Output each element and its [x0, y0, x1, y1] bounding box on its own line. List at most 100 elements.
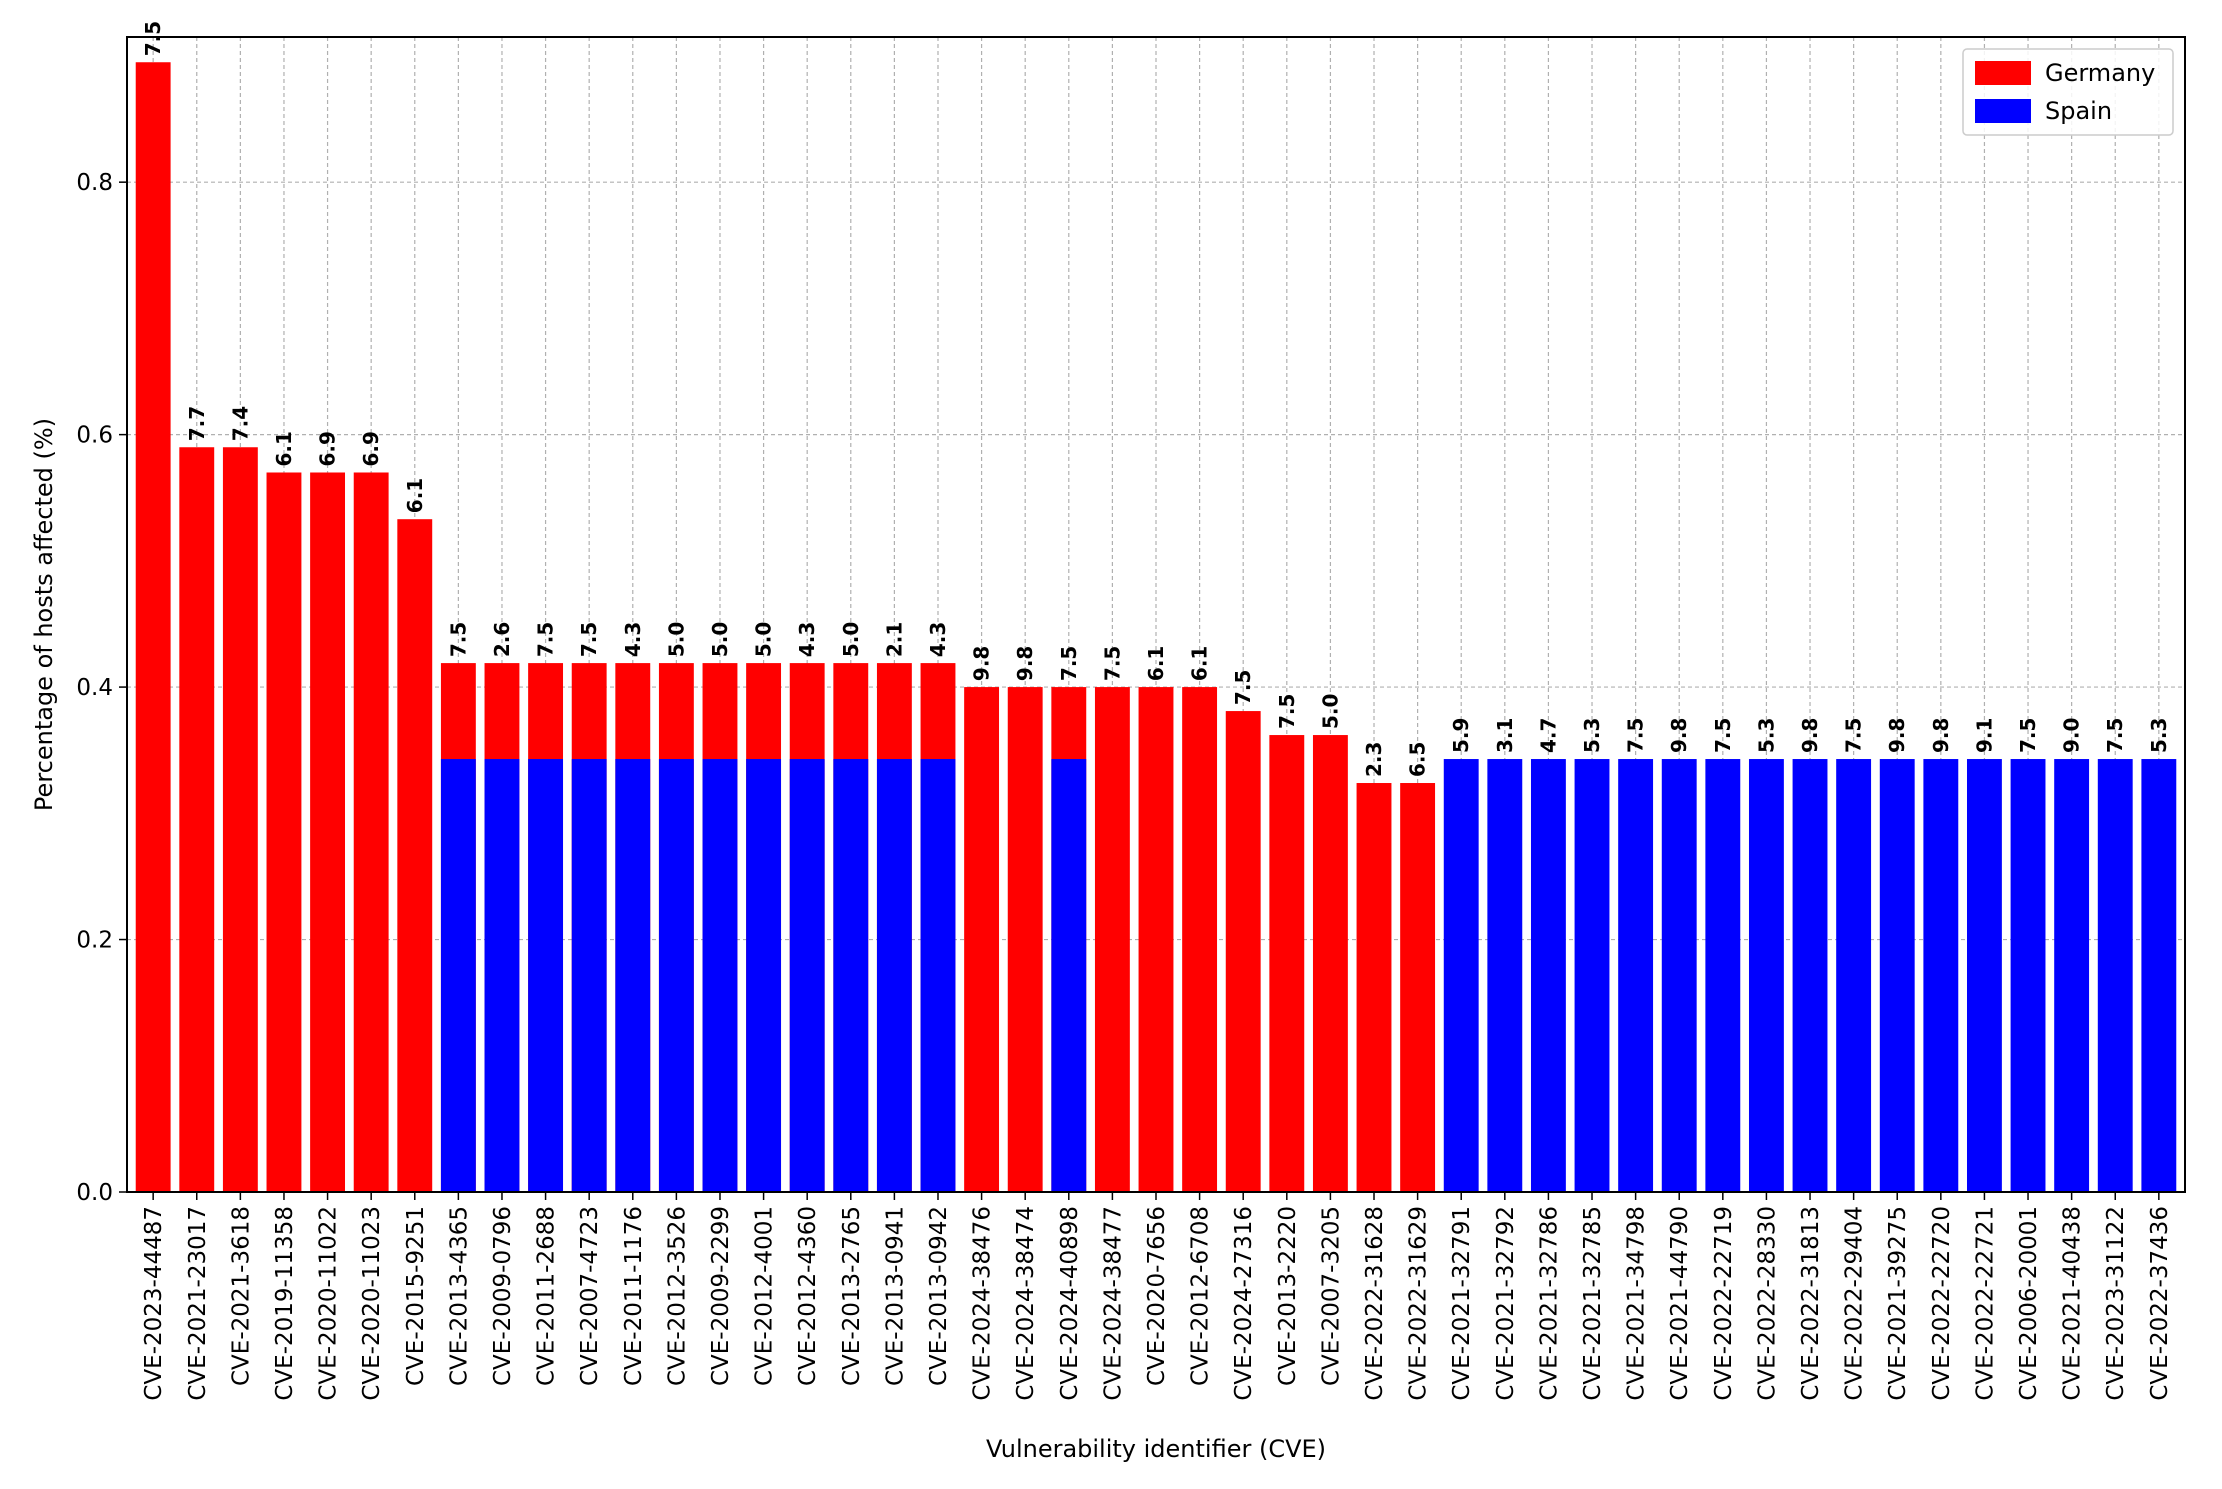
bar-germany-CVE-2019-11358: [266, 472, 302, 1192]
bar-germany-CVE-2024-38474: [1007, 687, 1043, 1192]
data-label: 9.1: [1972, 718, 1996, 753]
bar-spain-CVE-2013-4365: [440, 759, 476, 1192]
bar-spain-CVE-2013-0941: [876, 759, 912, 1192]
x-tick-label: CVE-2022-22720: [1929, 1206, 1955, 1401]
x-tick-label: CVE-2024-40898: [1057, 1206, 1083, 1401]
data-label: 9.8: [970, 646, 994, 681]
bar-spain-CVE-2023-31122: [2097, 759, 2133, 1192]
x-tick-label: CVE-2020-7656: [1144, 1206, 1170, 1386]
x-tick-label: CVE-2013-0941: [882, 1206, 908, 1386]
x-tick-label: CVE-2012-6708: [1188, 1206, 1214, 1386]
axes-layer: 0.0 0.2 0.4 0.6 0.8 CVE-2023-44487 CVE-2021-23…: [30, 36, 2186, 1463]
x-tick-label: CVE-2022-31628: [1362, 1206, 1388, 1401]
bar-germany-CVE-2020-11023: [353, 472, 389, 1192]
bar-spain-CVE-2009-0796: [484, 759, 520, 1192]
bar-germany-CVE-2022-31629: [1400, 783, 1436, 1192]
x-tick-label: CVE-2023-31122: [2103, 1206, 2129, 1401]
data-label: 5.0: [664, 622, 688, 657]
data-label: 4.3: [926, 622, 950, 657]
x-tick-label: CVE-2009-0796: [490, 1206, 516, 1386]
data-label: 7.5: [1057, 646, 1081, 681]
x-tick-label: CVE-2024-38476: [970, 1206, 996, 1401]
data-label: 9.0: [2060, 718, 2084, 753]
data-label: 6.1: [1188, 646, 1212, 681]
x-tick-label: CVE-2021-32786: [1536, 1206, 1562, 1401]
legend-label-germany: Germany: [2045, 59, 2155, 87]
bar-spain-CVE-2006-20001: [2010, 759, 2046, 1192]
data-label: 7.5: [1842, 718, 1866, 753]
x-tick-label: CVE-2024-38474: [1013, 1206, 1039, 1401]
x-tick-label: CVE-2015-9251: [403, 1206, 429, 1386]
bar-spain-CVE-2012-3526: [658, 759, 694, 1192]
data-label: 6.9: [316, 431, 340, 466]
x-tick-label: CVE-2023-44487: [141, 1206, 167, 1401]
x-tick-label: CVE-2022-37436: [2147, 1206, 2173, 1401]
x-tick-label: CVE-2011-2688: [534, 1206, 560, 1386]
bar-spain-CVE-2021-39275: [1879, 759, 1915, 1192]
data-label: 5.3: [1754, 718, 1778, 753]
x-tick-label: CVE-2019-11358: [272, 1206, 298, 1401]
data-label: 6.5: [1406, 742, 1430, 777]
data-label: 4.3: [795, 622, 819, 657]
data-label: 6.9: [359, 431, 383, 466]
data-label: 5.0: [752, 622, 776, 657]
data-label: 9.8: [1798, 718, 1822, 753]
x-tick-label: CVE-2013-4365: [446, 1206, 472, 1386]
bar-spain-CVE-2022-22720: [1923, 759, 1959, 1192]
x-tick-label: CVE-2011-1176: [621, 1206, 647, 1386]
x-tick-label: CVE-2021-32791: [1449, 1206, 1475, 1401]
bar-spain-CVE-2021-32786: [1530, 759, 1566, 1192]
bar-germany-CVE-2007-3205: [1312, 735, 1348, 1192]
x-tick-label: CVE-2022-28330: [1754, 1206, 1780, 1401]
data-label: 9.8: [1929, 718, 1953, 753]
legend-swatch-spain: [1975, 99, 2031, 123]
x-tick-label: CVE-2006-20001: [2016, 1206, 2042, 1401]
data-label: 7.5: [446, 622, 470, 657]
bar-germany-CVE-2024-38477: [1094, 687, 1130, 1192]
bar-spain-CVE-2013-2765: [833, 759, 869, 1192]
data-label: 7.5: [2103, 718, 2127, 753]
y-tick-label: 0.2: [76, 928, 113, 954]
y-axis-title: Percentage of hosts affected (%): [30, 418, 58, 811]
x-tick-label: CVE-2013-0942: [926, 1206, 952, 1386]
bar-spain-CVE-2013-0942: [920, 759, 956, 1192]
data-label: 7.5: [1624, 718, 1648, 753]
bar-spain-CVE-2011-1176: [615, 759, 651, 1192]
x-tick-label: CVE-2022-22721: [1972, 1206, 1998, 1401]
data-label: 9.8: [1013, 646, 1037, 681]
data-label: 7.4: [228, 406, 252, 441]
x-tick-label: CVE-2024-27316: [1231, 1206, 1257, 1401]
bar-spain-CVE-2022-22719: [1705, 759, 1741, 1192]
data-label: 6.1: [403, 478, 427, 513]
data-label: 2.1: [882, 622, 906, 657]
legend: Germany Spain: [1962, 48, 2174, 136]
data-label: 2.6: [490, 622, 514, 657]
data-label: 5.0: [708, 622, 732, 657]
x-tick-label: CVE-2022-29404: [1842, 1206, 1868, 1401]
x-tick-label: CVE-2021-3618: [228, 1206, 254, 1386]
bar-spain-CVE-2022-31813: [1792, 759, 1828, 1192]
data-label: 7.5: [1711, 718, 1735, 753]
data-label: 3.1: [1493, 718, 1517, 753]
bar-spain-CVE-2021-32792: [1487, 759, 1523, 1192]
bar-germany-CVE-2023-44487: [135, 62, 171, 1193]
x-tick-label: CVE-2020-11022: [316, 1206, 342, 1401]
data-label: 5.3: [2147, 718, 2171, 753]
bar-spain-CVE-2009-2299: [702, 759, 738, 1192]
x-tick-label: CVE-2007-3205: [1318, 1206, 1344, 1386]
bar-germany-CVE-2021-23017: [179, 447, 215, 1192]
data-label: 9.8: [1667, 718, 1691, 753]
bar-germany-CVE-2020-11022: [310, 472, 346, 1192]
bar-germany-CVE-2022-31628: [1356, 783, 1392, 1192]
x-tick-label: CVE-2012-4360: [795, 1206, 821, 1386]
data-label: 2.3: [1362, 742, 1386, 777]
bar-spain-CVE-2012-4001: [746, 759, 782, 1192]
bar-spain-CVE-2021-40438: [2054, 759, 2090, 1192]
bar-germany-CVE-2024-27316: [1225, 711, 1261, 1192]
data-label: 5.0: [839, 622, 863, 657]
data-label: 7.5: [577, 622, 601, 657]
x-tick-label: CVE-2013-2220: [1275, 1206, 1301, 1386]
bar-spain-CVE-2022-37436: [2141, 759, 2177, 1192]
